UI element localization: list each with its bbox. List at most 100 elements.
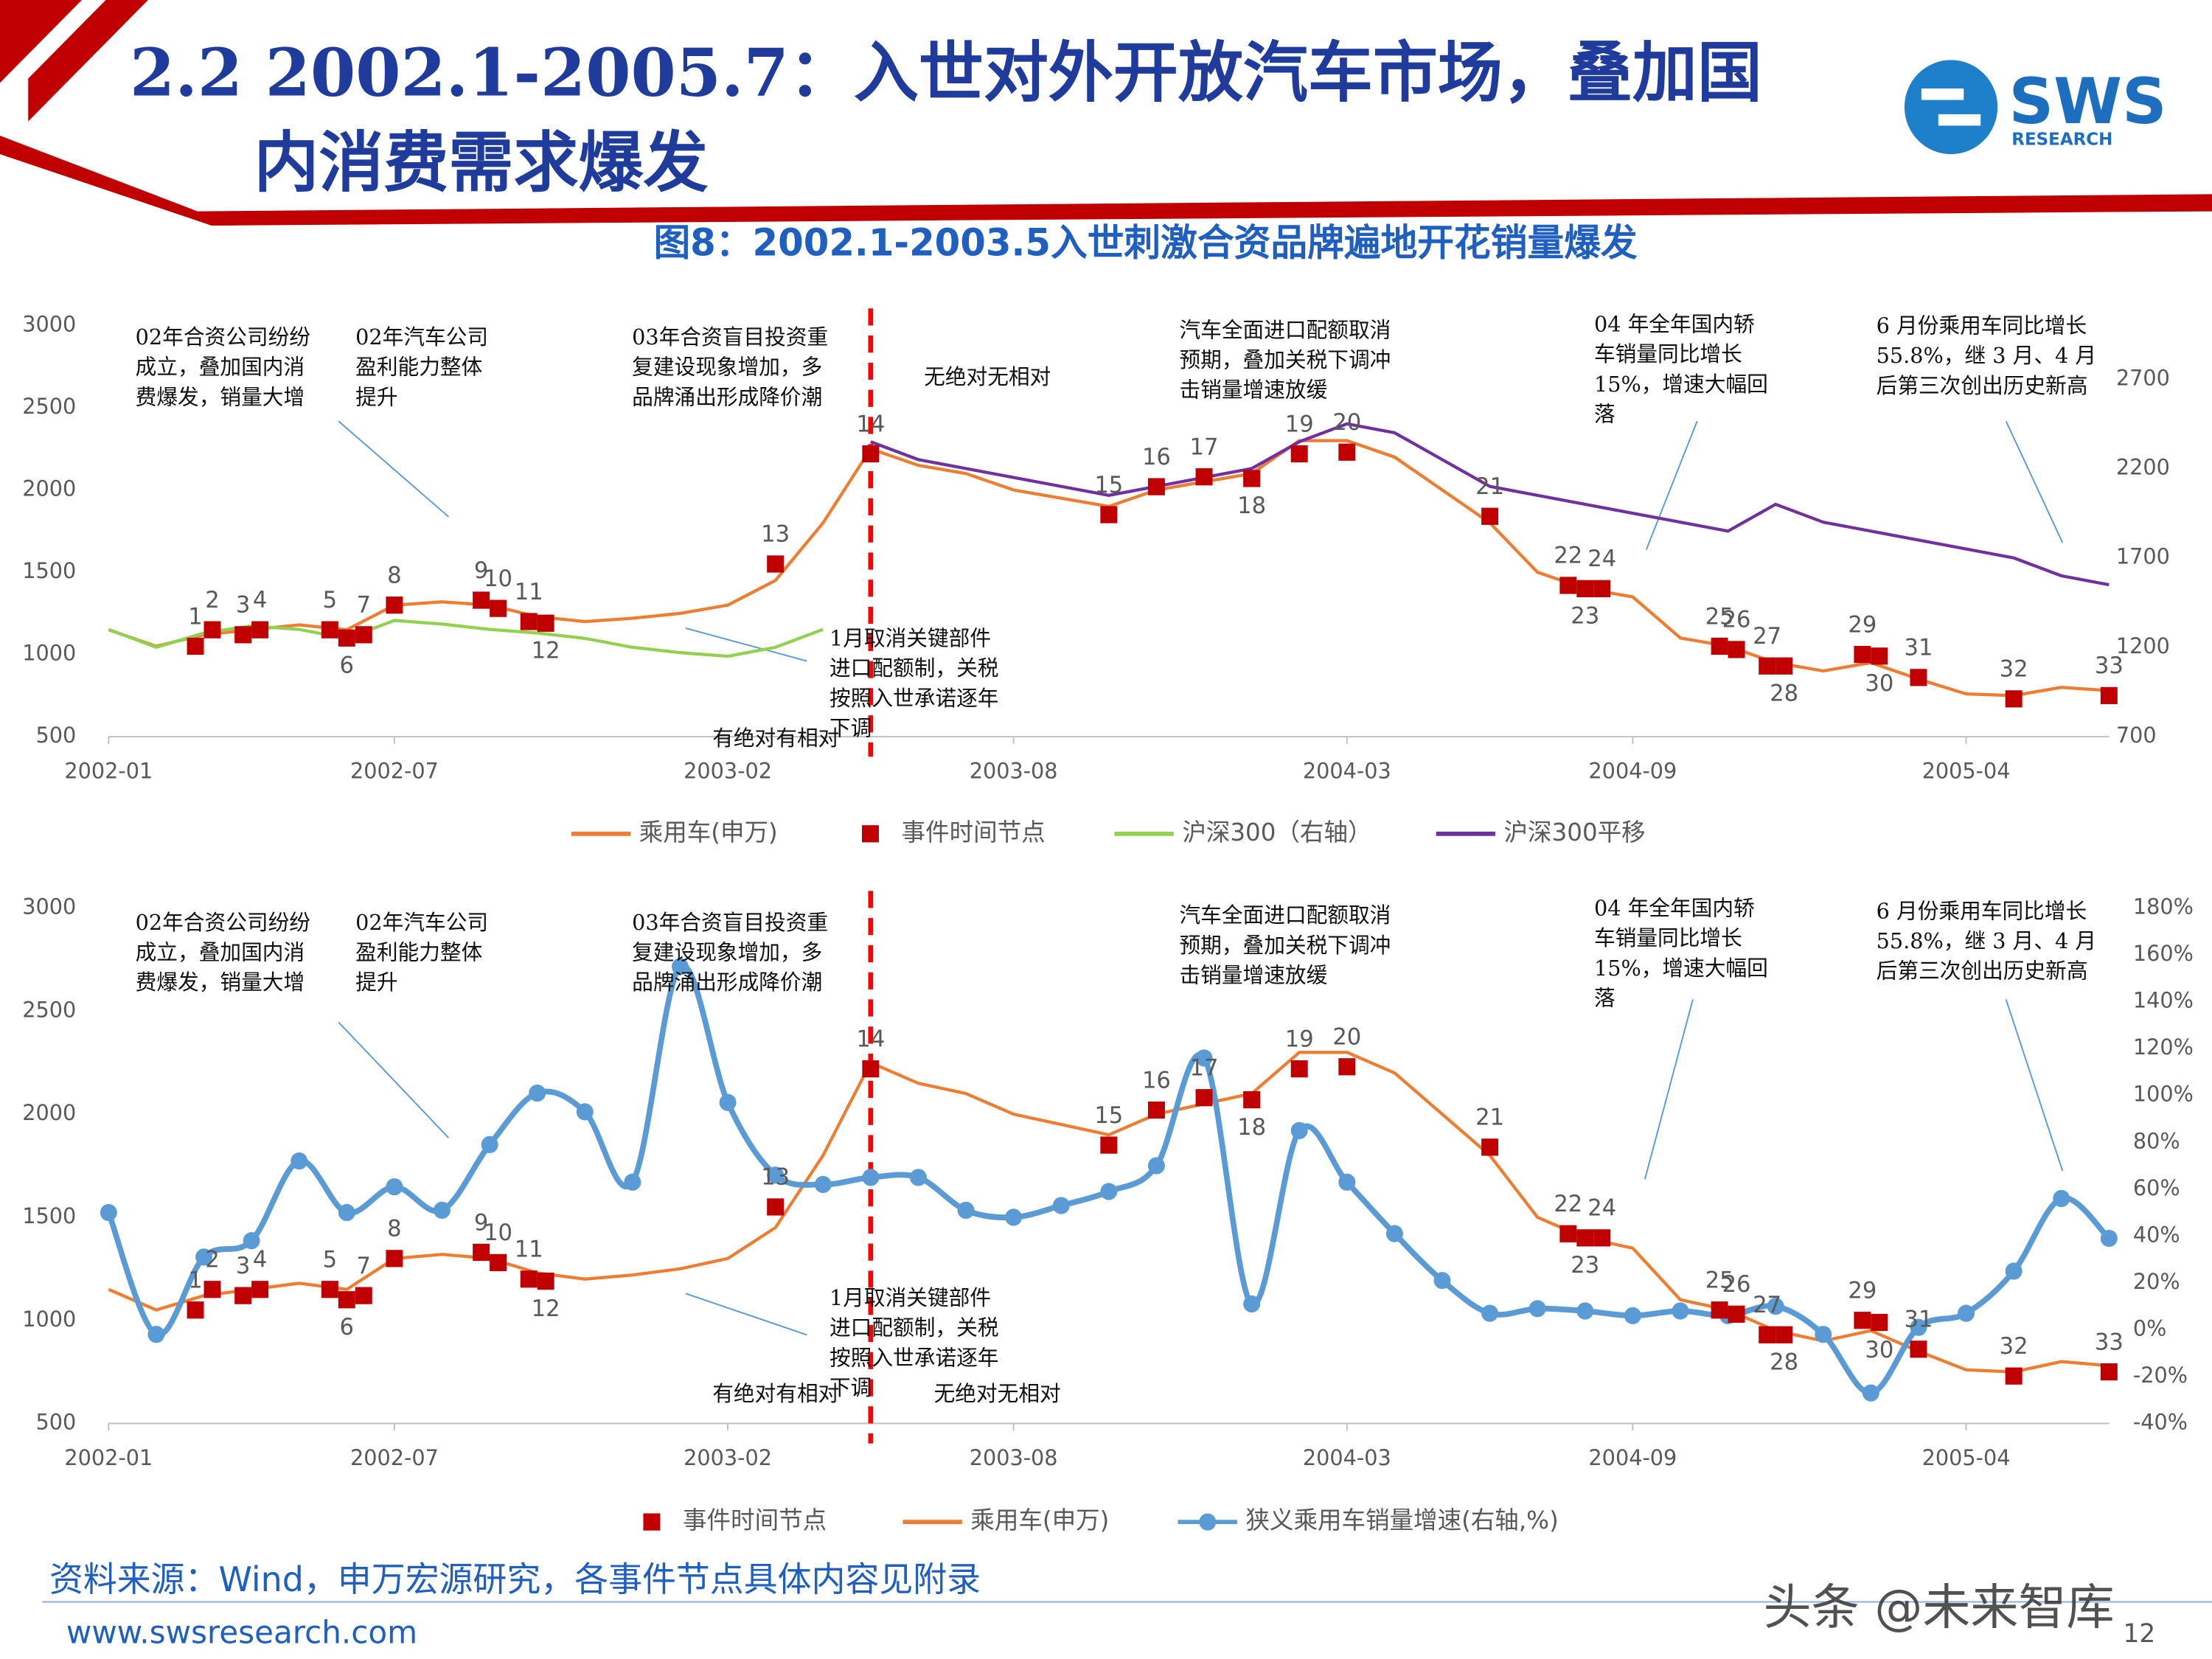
annotation: 后第三次创出历史新高: [1877, 373, 2088, 398]
series-marker: [624, 1173, 641, 1191]
series-marker: [481, 1135, 498, 1154]
annotation: 1月取消关键部件: [830, 625, 991, 650]
event-label: 29: [1848, 1277, 1877, 1304]
event-label: 4: [253, 587, 267, 613]
annotation: 6 月份乘用车同比增长: [1877, 898, 2087, 923]
event-marker: [1100, 506, 1118, 524]
event-label: 26: [1722, 607, 1751, 633]
annotation: 下调: [830, 1375, 872, 1400]
x-tick-label: 2002-07: [350, 1445, 439, 1470]
event-label: 22: [1554, 543, 1582, 569]
y-tick-label: 2500: [22, 394, 76, 419]
series-marker: [1862, 1384, 1879, 1402]
annotation: 进口配额制，关税: [830, 1315, 998, 1340]
series-marker: [1815, 1326, 1832, 1343]
event-marker: [1290, 445, 1308, 463]
event-label: 19: [1285, 411, 1314, 437]
y2-tick-label: 160%: [2133, 941, 2194, 966]
event-marker: [338, 629, 355, 647]
annotation: 02年合资公司纷纷: [136, 910, 310, 935]
annotation: 品牌涌出形成降价潮: [632, 970, 822, 995]
x-tick-label: 2002-01: [64, 758, 153, 783]
series-marker: [1290, 1121, 1308, 1139]
annotation: 04 年全年国内轿: [1594, 311, 1755, 336]
event-label: 14: [856, 411, 885, 437]
y-tick-label: 3000: [22, 311, 76, 336]
event-label: 10: [484, 1220, 512, 1246]
event-label: 2: [205, 587, 219, 613]
event-label: 18: [1237, 493, 1266, 519]
annotation: 04 年全年国内轿: [1594, 895, 1755, 920]
series-marker: [862, 1169, 880, 1186]
series-marker: [1624, 1307, 1641, 1324]
event-marker: [1195, 468, 1213, 486]
event-label: 19: [1285, 1026, 1314, 1052]
y-tick-label: 3000: [22, 894, 76, 919]
event-marker: [1711, 637, 1728, 655]
event-label: 23: [1571, 602, 1599, 629]
y2-tick-label: -40%: [2133, 1409, 2188, 1434]
event-label: 3: [236, 1253, 250, 1279]
annotation: 预期，叠加关税下调冲: [1179, 347, 1391, 372]
annotation: 按照入世承诺逐年: [830, 1345, 998, 1370]
event-marker: [1759, 1326, 1776, 1343]
legend-label: 沪深300平移: [1504, 818, 1646, 846]
corner-deco: [28, 0, 148, 122]
series-marker: [1385, 1225, 1403, 1242]
event-marker: [321, 621, 338, 639]
y-tick-label: 1500: [22, 558, 76, 583]
annotation: 汽车全面进口配额取消: [1179, 317, 1391, 342]
event-label: 21: [1475, 473, 1504, 500]
event-label: 1: [188, 603, 202, 630]
event-label: 16: [1142, 444, 1171, 470]
event-marker: [2005, 690, 2023, 708]
event-marker: [204, 621, 221, 639]
event-marker: [1576, 1229, 1594, 1247]
event-marker: [1728, 1305, 1745, 1323]
event-marker: [355, 1287, 372, 1304]
event-marker: [1910, 1340, 1927, 1358]
series-marker: [1147, 1157, 1165, 1175]
event-marker: [490, 1253, 507, 1272]
series-marker: [671, 958, 689, 975]
x-tick-label: 2003-02: [684, 1445, 772, 1470]
event-marker: [1243, 470, 1261, 487]
event-marker: [473, 1243, 490, 1262]
event-label: 13: [761, 1164, 790, 1191]
series-marker: [1910, 1318, 1927, 1336]
annotation: 按照入世承诺逐年: [830, 686, 998, 711]
x-tick-label: 2004-09: [1588, 758, 1677, 783]
event-label: 11: [515, 1236, 543, 1262]
event-label: 24: [1587, 1195, 1616, 1222]
event-label: 28: [1770, 1349, 1798, 1375]
y2-tick-label: 0%: [2133, 1315, 2167, 1340]
event-marker: [1871, 647, 1888, 665]
event-label: 16: [1142, 1067, 1171, 1093]
annotation: 击销量增速放缓: [1179, 962, 1327, 987]
series-marker: [338, 1203, 355, 1222]
logo-mark: [1921, 88, 1964, 100]
annotation: 复建设现象增加，多: [632, 939, 822, 964]
event-marker: [537, 1272, 554, 1290]
event-marker: [2100, 686, 2118, 704]
legend-label: 沪深300（右轴）: [1182, 818, 1371, 846]
event-marker: [2005, 1367, 2023, 1385]
series-marker: [147, 1326, 165, 1343]
event-label: 4: [253, 1246, 267, 1273]
event-marker: [490, 599, 507, 617]
event-marker: [1854, 1312, 1871, 1329]
series-marker: [957, 1201, 975, 1219]
annotation: 02年汽车公司: [355, 910, 488, 935]
event-marker: [862, 1060, 880, 1078]
x-tick-label: 2003-08: [970, 758, 1058, 783]
series-marker: [100, 1203, 117, 1222]
event-marker: [1775, 657, 1793, 675]
annotation: 6 月份乘用车同比增长: [1877, 313, 2087, 338]
y2-tick-label: 120%: [2133, 1034, 2194, 1060]
y-tick-label: 2000: [22, 476, 76, 501]
series-marker: [1195, 1049, 1213, 1067]
series-marker: [1481, 1304, 1499, 1322]
legend-swatch: [643, 1513, 661, 1531]
page-title: 内消费需求爆发: [254, 124, 708, 201]
event-label: 11: [515, 579, 543, 605]
